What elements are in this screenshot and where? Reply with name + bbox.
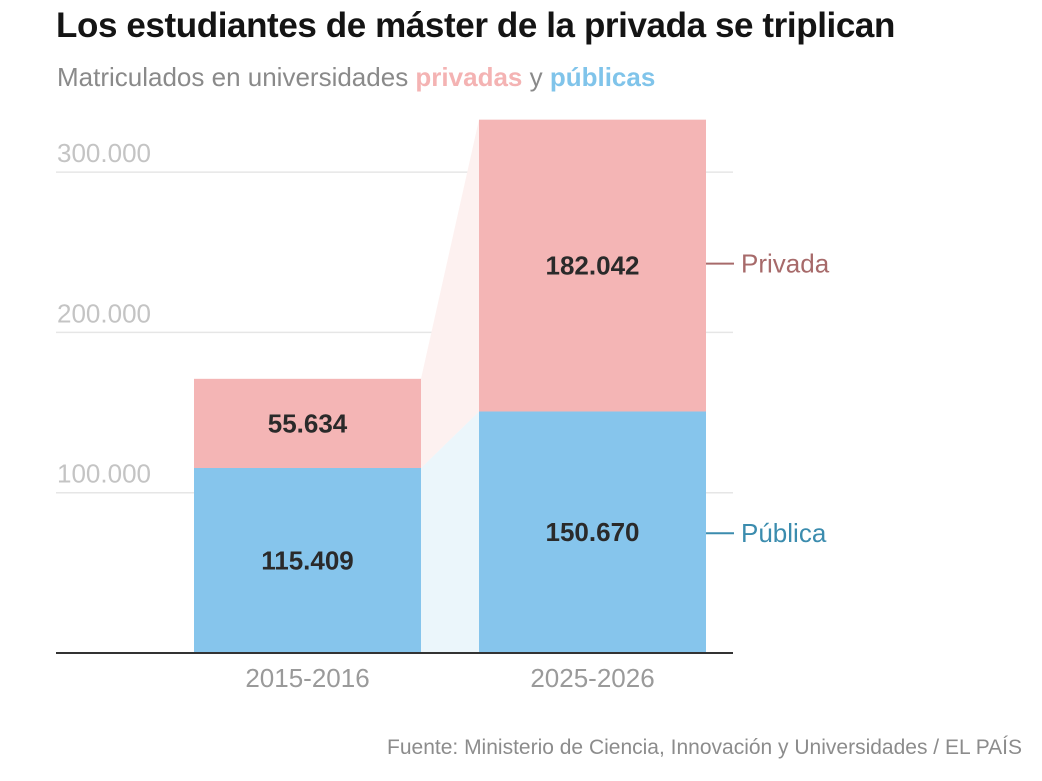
chart-subtitle: Matriculados en universidades privadas y… — [57, 62, 655, 93]
connector-privada — [421, 119, 479, 469]
y-tick-label: 200.000 — [57, 298, 151, 328]
subtitle-prefix: Matriculados en universidades — [57, 62, 416, 92]
value-label-publica: 150.670 — [546, 517, 640, 547]
value-label-privada: 55.634 — [268, 408, 348, 438]
legend-label-publica: Pública — [741, 518, 827, 548]
connector-publica — [421, 411, 479, 653]
source-note: Fuente: Ministerio de Ciencia, Innovació… — [387, 736, 1022, 759]
subtitle-conj: y — [522, 62, 550, 92]
bar-publica — [194, 468, 421, 653]
x-tick-label: 2025-2026 — [530, 663, 654, 693]
x-tick-label: 2015-2016 — [245, 663, 369, 693]
chart-title: Los estudiantes de máster de la privada … — [56, 6, 895, 45]
value-label-publica: 115.409 — [261, 546, 354, 576]
bar-privada — [194, 378, 421, 469]
y-tick-label: 100.000 — [57, 459, 151, 489]
subtitle-publicas: públicas — [549, 62, 656, 92]
legend-label-privada: Privada — [741, 249, 830, 279]
y-tick-label: 300.000 — [57, 138, 151, 168]
bar-publica — [479, 411, 706, 653]
subtitle-privadas: privadas — [415, 62, 523, 92]
bar-privada — [479, 119, 706, 412]
value-label-privada: 182.042 — [546, 251, 640, 281]
